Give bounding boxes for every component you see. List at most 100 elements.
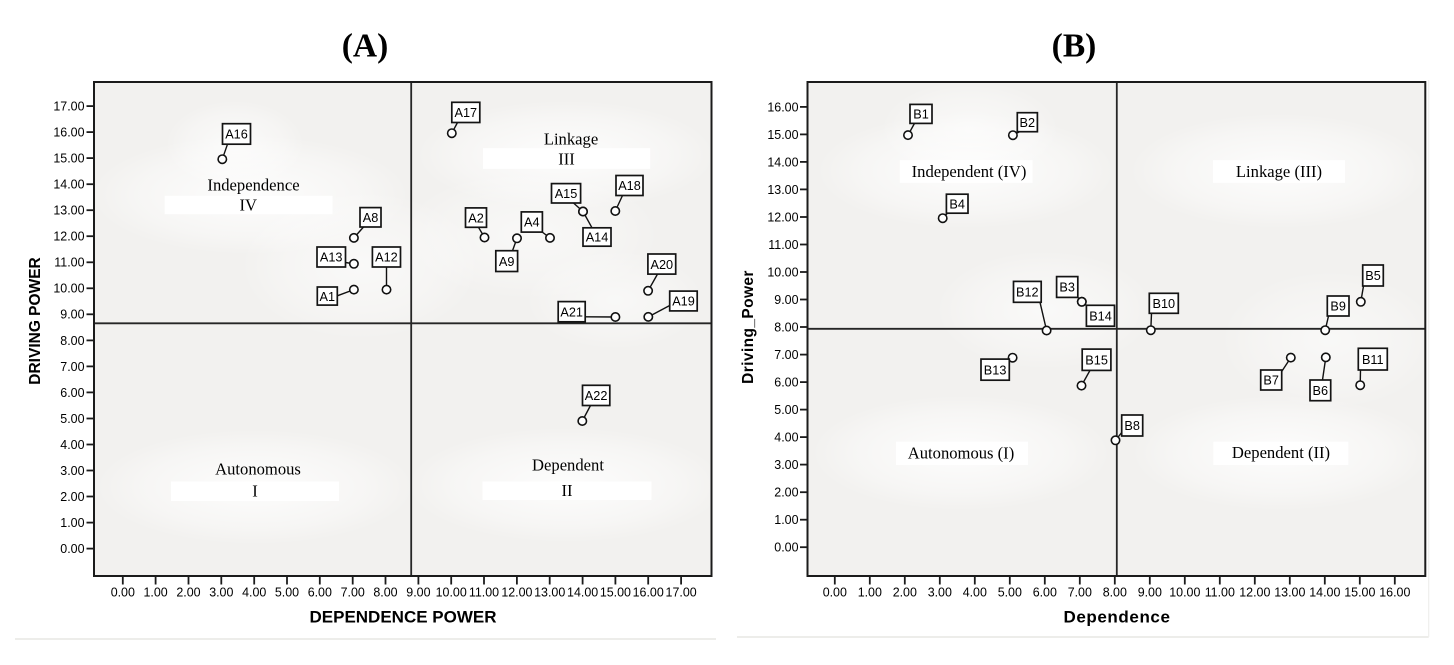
svg-text:17.00: 17.00 [666, 586, 697, 600]
svg-text:6.00: 6.00 [308, 586, 332, 600]
svg-text:B10: B10 [1153, 297, 1176, 311]
svg-text:B1: B1 [913, 108, 929, 122]
svg-text:A12: A12 [375, 251, 398, 265]
svg-text:11.00: 11.00 [469, 586, 499, 600]
svg-text:(B): (B) [1052, 28, 1097, 65]
svg-text:1.00: 1.00 [60, 516, 84, 530]
svg-text:16.00: 16.00 [1379, 586, 1410, 600]
svg-text:3.00: 3.00 [774, 458, 798, 472]
svg-text:A18: A18 [618, 179, 641, 193]
svg-text:Dependent: Dependent [532, 456, 604, 475]
svg-text:12.00: 12.00 [767, 210, 798, 224]
svg-text:10.00: 10.00 [436, 586, 467, 600]
svg-text:2.00: 2.00 [774, 486, 798, 500]
svg-text:DEPENDENCE POWER: DEPENDENCE POWER [309, 608, 496, 627]
svg-text:DRIVING POWER: DRIVING POWER [27, 257, 44, 384]
svg-text:B3: B3 [1059, 281, 1075, 295]
svg-text:8.00: 8.00 [373, 586, 397, 600]
svg-text:10.00: 10.00 [53, 282, 84, 296]
svg-text:11.00: 11.00 [768, 238, 798, 252]
svg-text:14.00: 14.00 [1309, 586, 1340, 600]
svg-text:14.00: 14.00 [53, 178, 84, 192]
svg-text:10.00: 10.00 [767, 265, 798, 279]
svg-text:7.00: 7.00 [341, 586, 365, 600]
svg-text:0.00: 0.00 [823, 586, 847, 600]
svg-text:16.00: 16.00 [633, 586, 664, 600]
svg-text:4.00: 4.00 [774, 431, 798, 445]
svg-text:A17: A17 [455, 106, 478, 120]
svg-text:B4: B4 [949, 197, 965, 211]
svg-text:11.00: 11.00 [1205, 586, 1235, 600]
svg-text:B14: B14 [1089, 309, 1112, 323]
svg-text:A1: A1 [320, 290, 336, 304]
svg-text:1.00: 1.00 [774, 513, 798, 527]
svg-text:15.00: 15.00 [1344, 586, 1375, 600]
svg-text:B5: B5 [1365, 269, 1381, 283]
svg-text:B6: B6 [1313, 384, 1329, 398]
svg-text:2.00: 2.00 [893, 586, 917, 600]
svg-text:3.00: 3.00 [209, 586, 233, 600]
svg-text:10.00: 10.00 [1169, 586, 1200, 600]
svg-text:6.00: 6.00 [60, 386, 84, 400]
svg-text:B15: B15 [1085, 353, 1108, 367]
svg-text:17.00: 17.00 [53, 100, 84, 114]
svg-text:0.00: 0.00 [60, 542, 84, 556]
svg-text:9.00: 9.00 [60, 308, 84, 322]
svg-text:Driving_Power: Driving_Power [740, 270, 757, 384]
svg-text:15.00: 15.00 [53, 152, 84, 166]
svg-text:15.00: 15.00 [767, 128, 798, 142]
svg-text:0.00: 0.00 [111, 586, 135, 600]
svg-text:3.00: 3.00 [928, 586, 952, 600]
svg-text:4.00: 4.00 [963, 586, 987, 600]
svg-text:12.00: 12.00 [501, 586, 532, 600]
svg-text:Linkage: Linkage [544, 130, 598, 149]
svg-text:I: I [252, 482, 258, 501]
svg-text:B11: B11 [1362, 353, 1384, 367]
svg-text:II: II [561, 481, 572, 500]
svg-text:16.00: 16.00 [53, 126, 84, 140]
svg-text:Autonomous (I): Autonomous (I) [908, 444, 1014, 463]
svg-text:A19: A19 [672, 295, 695, 309]
svg-text:A21: A21 [560, 305, 583, 319]
svg-text:1.00: 1.00 [858, 586, 882, 600]
svg-text:A22: A22 [585, 389, 608, 403]
svg-text:8.00: 8.00 [60, 334, 84, 348]
svg-text:Autonomous: Autonomous [215, 460, 301, 479]
svg-text:8.00: 8.00 [774, 320, 798, 334]
svg-text:7.00: 7.00 [774, 348, 798, 362]
svg-text:B9: B9 [1330, 300, 1346, 314]
svg-text:A16: A16 [225, 128, 248, 142]
svg-text:4.00: 4.00 [242, 586, 266, 600]
svg-text:9.00: 9.00 [1138, 586, 1162, 600]
svg-text:15.00: 15.00 [600, 586, 631, 600]
svg-text:3.00: 3.00 [60, 464, 84, 478]
svg-text:A8: A8 [363, 211, 379, 225]
svg-text:7.00: 7.00 [1068, 586, 1092, 600]
svg-text:III: III [558, 149, 575, 168]
svg-text:2.00: 2.00 [60, 490, 84, 504]
svg-text:4.00: 4.00 [60, 438, 84, 452]
svg-text:Independent (IV): Independent (IV) [912, 162, 1027, 181]
svg-text:8.00: 8.00 [1103, 586, 1127, 600]
svg-text:13.00: 13.00 [1274, 586, 1305, 600]
svg-text:(A): (A) [342, 28, 389, 65]
svg-text:14.00: 14.00 [567, 586, 598, 600]
svg-text:16.00: 16.00 [767, 100, 798, 114]
svg-text:6.00: 6.00 [1033, 586, 1057, 600]
svg-text:Independence: Independence [207, 176, 299, 195]
svg-text:5.00: 5.00 [774, 403, 798, 417]
svg-text:Dependence: Dependence [1063, 608, 1170, 627]
svg-text:B8: B8 [1124, 419, 1140, 433]
svg-text:B13: B13 [984, 363, 1007, 377]
svg-text:Linkage (III): Linkage (III) [1236, 162, 1322, 181]
svg-text:2.00: 2.00 [176, 586, 200, 600]
svg-text:A13: A13 [320, 251, 343, 265]
svg-text:1.00: 1.00 [143, 586, 167, 600]
svg-text:B2: B2 [1020, 116, 1036, 130]
svg-text:7.00: 7.00 [60, 360, 84, 374]
svg-text:5.00: 5.00 [60, 412, 84, 426]
svg-text:13.00: 13.00 [53, 204, 84, 218]
svg-text:A20: A20 [651, 258, 674, 272]
svg-text:A9: A9 [499, 255, 515, 269]
svg-text:0.00: 0.00 [774, 541, 798, 555]
